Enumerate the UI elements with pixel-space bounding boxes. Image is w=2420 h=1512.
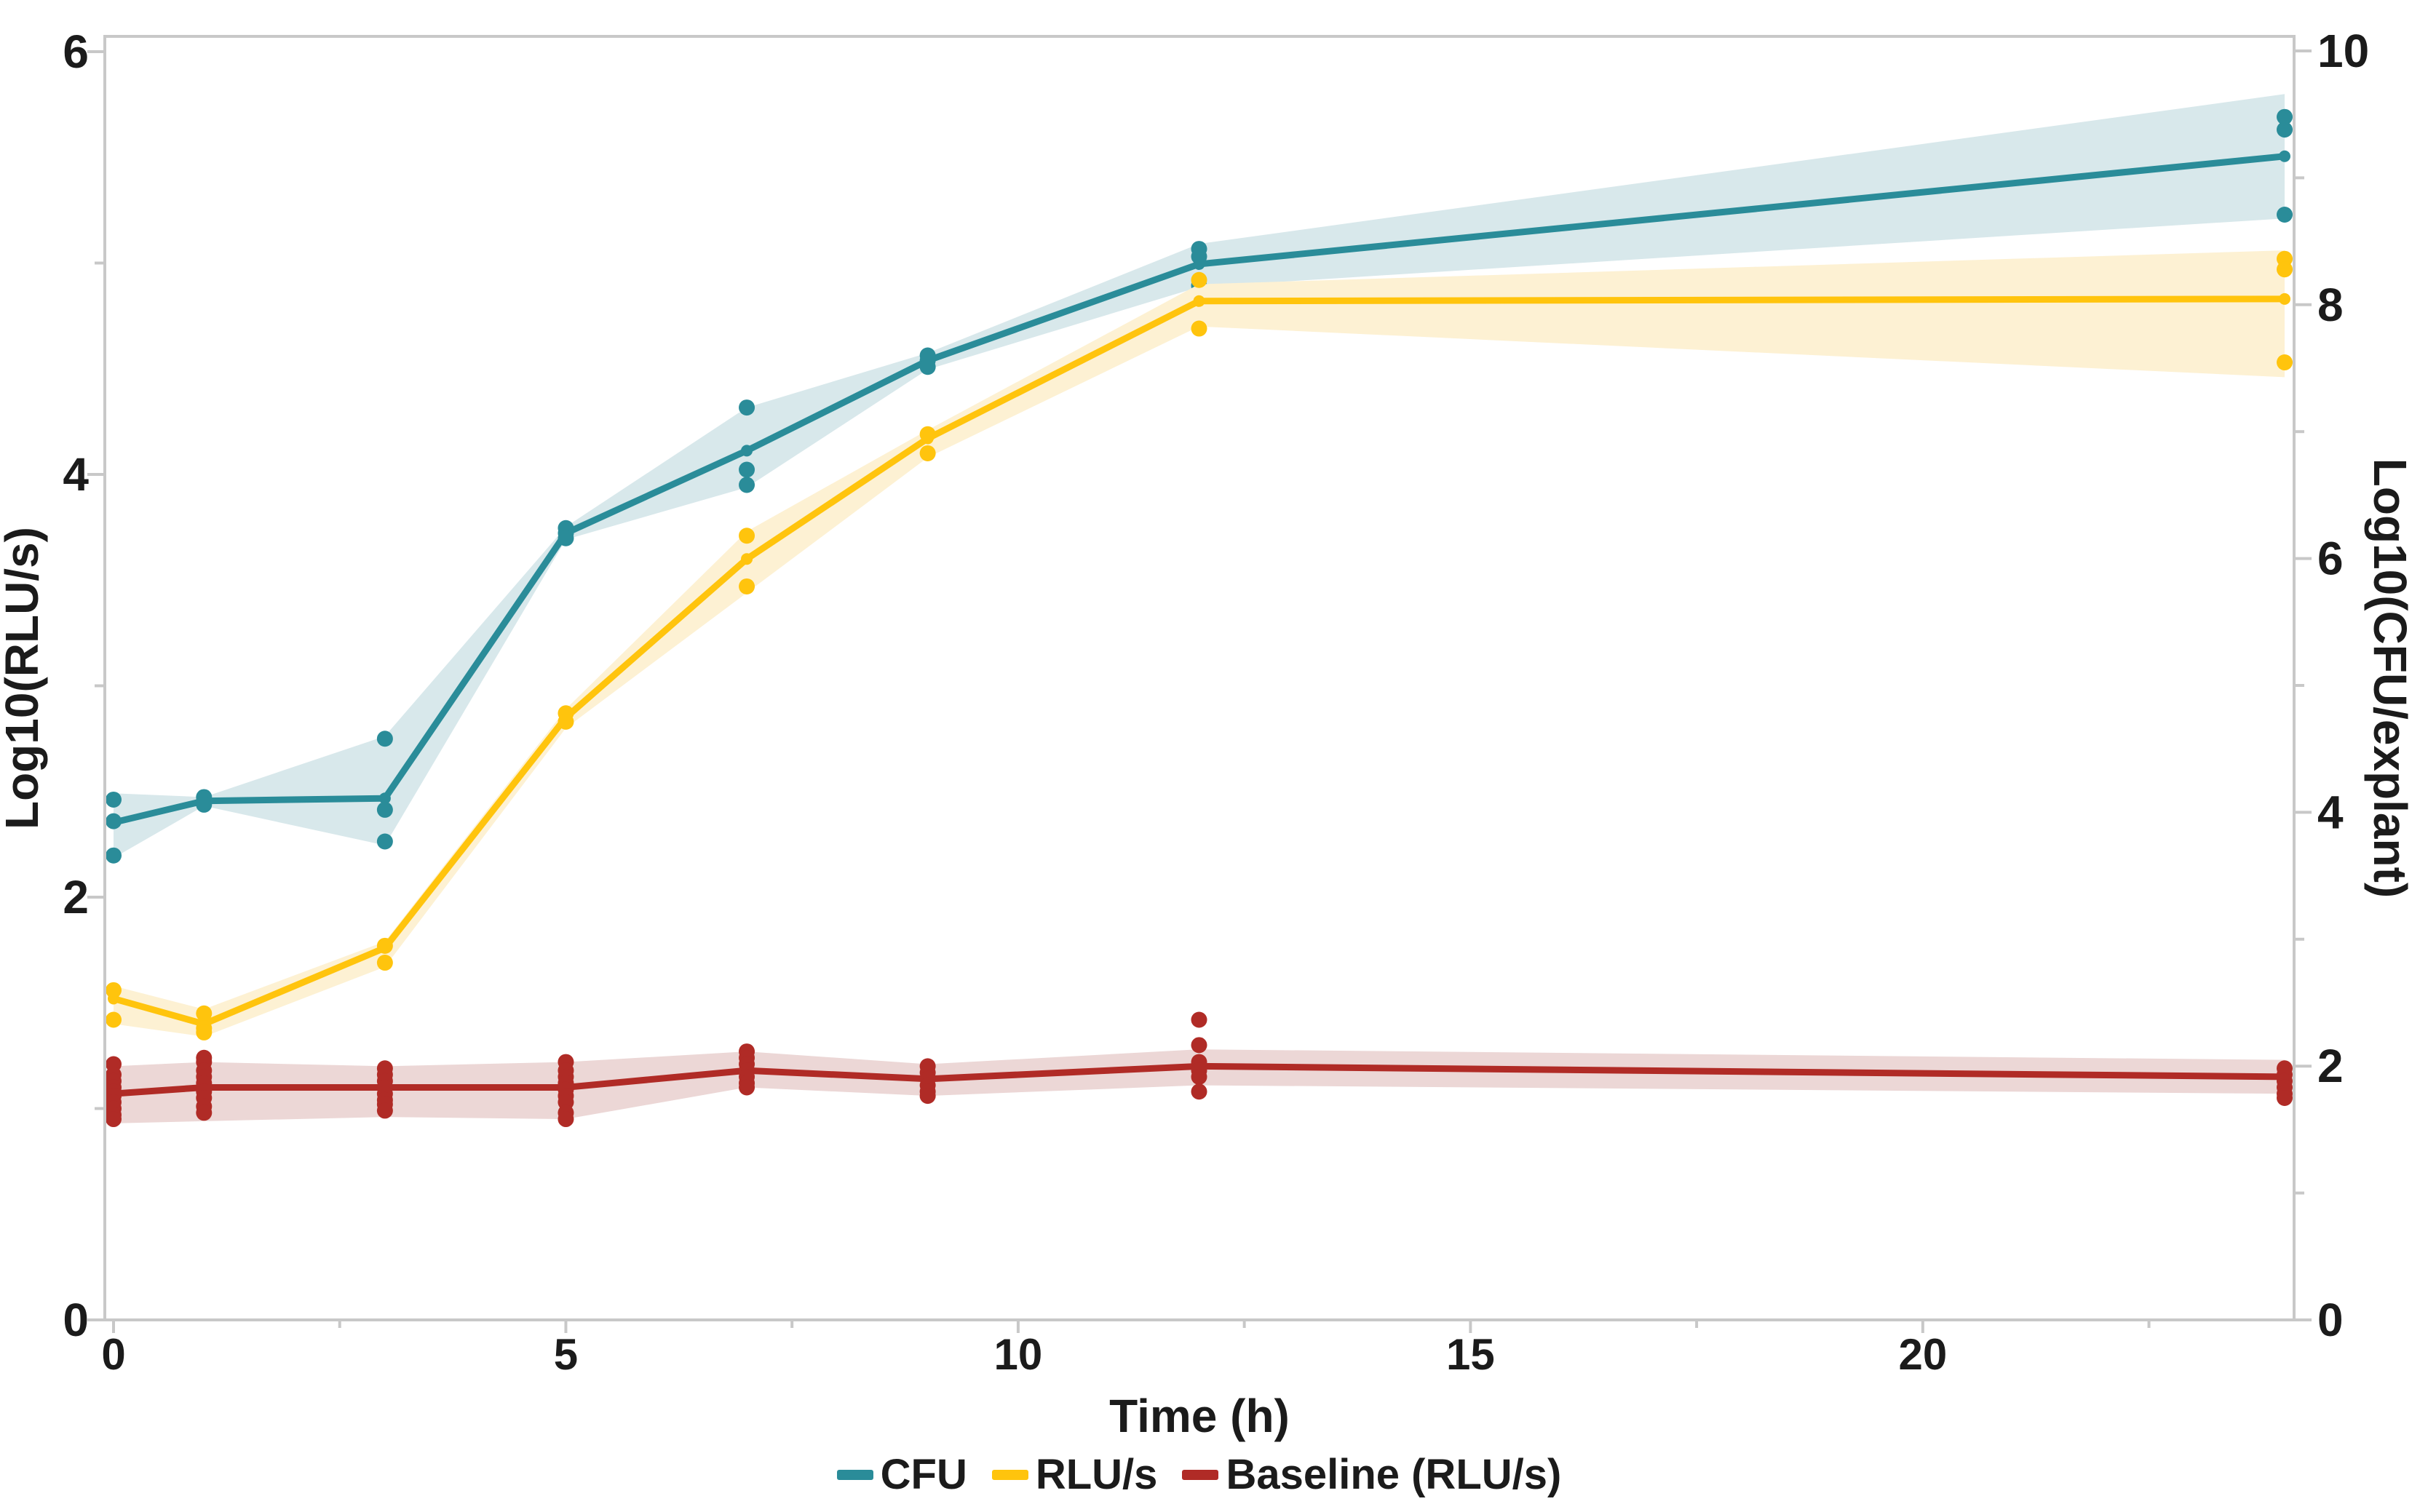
axis-ticks: 0 5 10 15 20 0 2 4 6 0 2 4 6 8 10 [63, 25, 2369, 1379]
data-point [106, 847, 122, 864]
x-tick-label: 20 [1898, 1330, 1947, 1379]
data-point [1191, 1083, 1207, 1100]
y-left-tick-label: 0 [63, 1294, 89, 1346]
data-point [2277, 261, 2293, 278]
data-point [2277, 206, 2293, 223]
data-point [739, 399, 755, 416]
data-point [739, 1079, 755, 1096]
series-baseline-rlu-s- [106, 1011, 2293, 1128]
confidence-band [114, 1049, 2285, 1123]
y-left-tick-label: 2 [63, 871, 89, 923]
data-point [558, 1111, 574, 1128]
legend-item-cfu: CFU [836, 1451, 967, 1498]
confidence-band [114, 94, 2285, 859]
legend-label: Baseline (RLU/s) [1226, 1451, 1562, 1498]
legend-swatch [836, 1470, 873, 1480]
data-point [558, 530, 574, 546]
y-right-axis-label: Log10(CFU/explant) [2364, 458, 2416, 898]
y-right-tick-label: 10 [2317, 25, 2369, 77]
data-point [919, 426, 936, 442]
data-point [1191, 1068, 1207, 1085]
data-point [1191, 320, 1207, 337]
data-point [919, 359, 936, 375]
data-point [739, 477, 755, 493]
y-left-axis-label: Log10(RLU/s) [0, 527, 48, 829]
data-point [196, 796, 213, 813]
series-rlu-s [106, 250, 2293, 1041]
data-point [739, 461, 755, 478]
legend-swatch [1182, 1470, 1219, 1480]
mean-line [110, 1062, 2288, 1097]
data-point [919, 1088, 936, 1105]
x-tick-label: 5 [554, 1330, 578, 1379]
legend-item-baseline-rlu-s-: Baseline (RLU/s) [1182, 1454, 1561, 1496]
x-axis-label: Time (h) [1109, 1390, 1290, 1442]
y-right-tick-label: 0 [2317, 1294, 2344, 1346]
data-point [1191, 1037, 1207, 1054]
series-cfu [106, 94, 2293, 864]
data-point [376, 801, 393, 818]
y-right-tick-label: 6 [2317, 533, 2344, 585]
y-left-tick-label: 6 [63, 25, 89, 78]
y-left-tick-label: 4 [63, 448, 89, 501]
mean-line [110, 295, 2288, 1027]
y-right-tick-label: 8 [2317, 279, 2344, 331]
data-point [1191, 1011, 1207, 1028]
data-point [106, 791, 122, 808]
legend-label: RLU/s [1035, 1451, 1158, 1498]
data-point [1191, 248, 1207, 265]
y-right-tick-label: 2 [2317, 1040, 2344, 1092]
mean-vertex [741, 445, 753, 457]
data-point [739, 528, 755, 544]
mean-vertex [378, 792, 391, 805]
mean-vertex [741, 553, 753, 565]
data-point [558, 713, 574, 730]
data-point [1191, 271, 1207, 288]
data-point [376, 833, 393, 850]
data-point [106, 1111, 122, 1128]
mean-vertex [1193, 295, 1205, 307]
mean-vertex [2279, 293, 2290, 305]
data-point [919, 445, 936, 461]
x-tick-label: 10 [994, 1330, 1043, 1379]
legend-label: CFU [880, 1451, 967, 1498]
x-tick-label: 0 [101, 1330, 125, 1379]
plot-frame [103, 35, 2296, 1321]
data-point [196, 1005, 213, 1022]
confidence-band [114, 250, 2285, 1037]
data-point [739, 578, 755, 594]
data-point [106, 1011, 122, 1028]
legend-item-rlu-s: RLU/s [991, 1451, 1158, 1498]
data-point [376, 937, 393, 954]
x-tick-label: 15 [1446, 1330, 1495, 1379]
mean-vertex [2279, 150, 2290, 162]
data-point [106, 813, 122, 829]
data-point [2277, 108, 2293, 125]
data-point [376, 955, 393, 971]
mean-line [110, 153, 2288, 826]
legend: CFU RLU/s Baseline (RLU/s) [104, 1454, 2294, 1496]
data-point [196, 1105, 213, 1121]
y-right-tick-label: 4 [2317, 786, 2344, 838]
data-point [196, 1024, 213, 1041]
data-point [376, 1102, 393, 1119]
data-point [2277, 122, 2293, 138]
data-point [2277, 1089, 2293, 1106]
data-point [106, 982, 122, 998]
data-point [2277, 354, 2293, 371]
legend-swatch [991, 1470, 1028, 1480]
data-point [376, 731, 393, 747]
